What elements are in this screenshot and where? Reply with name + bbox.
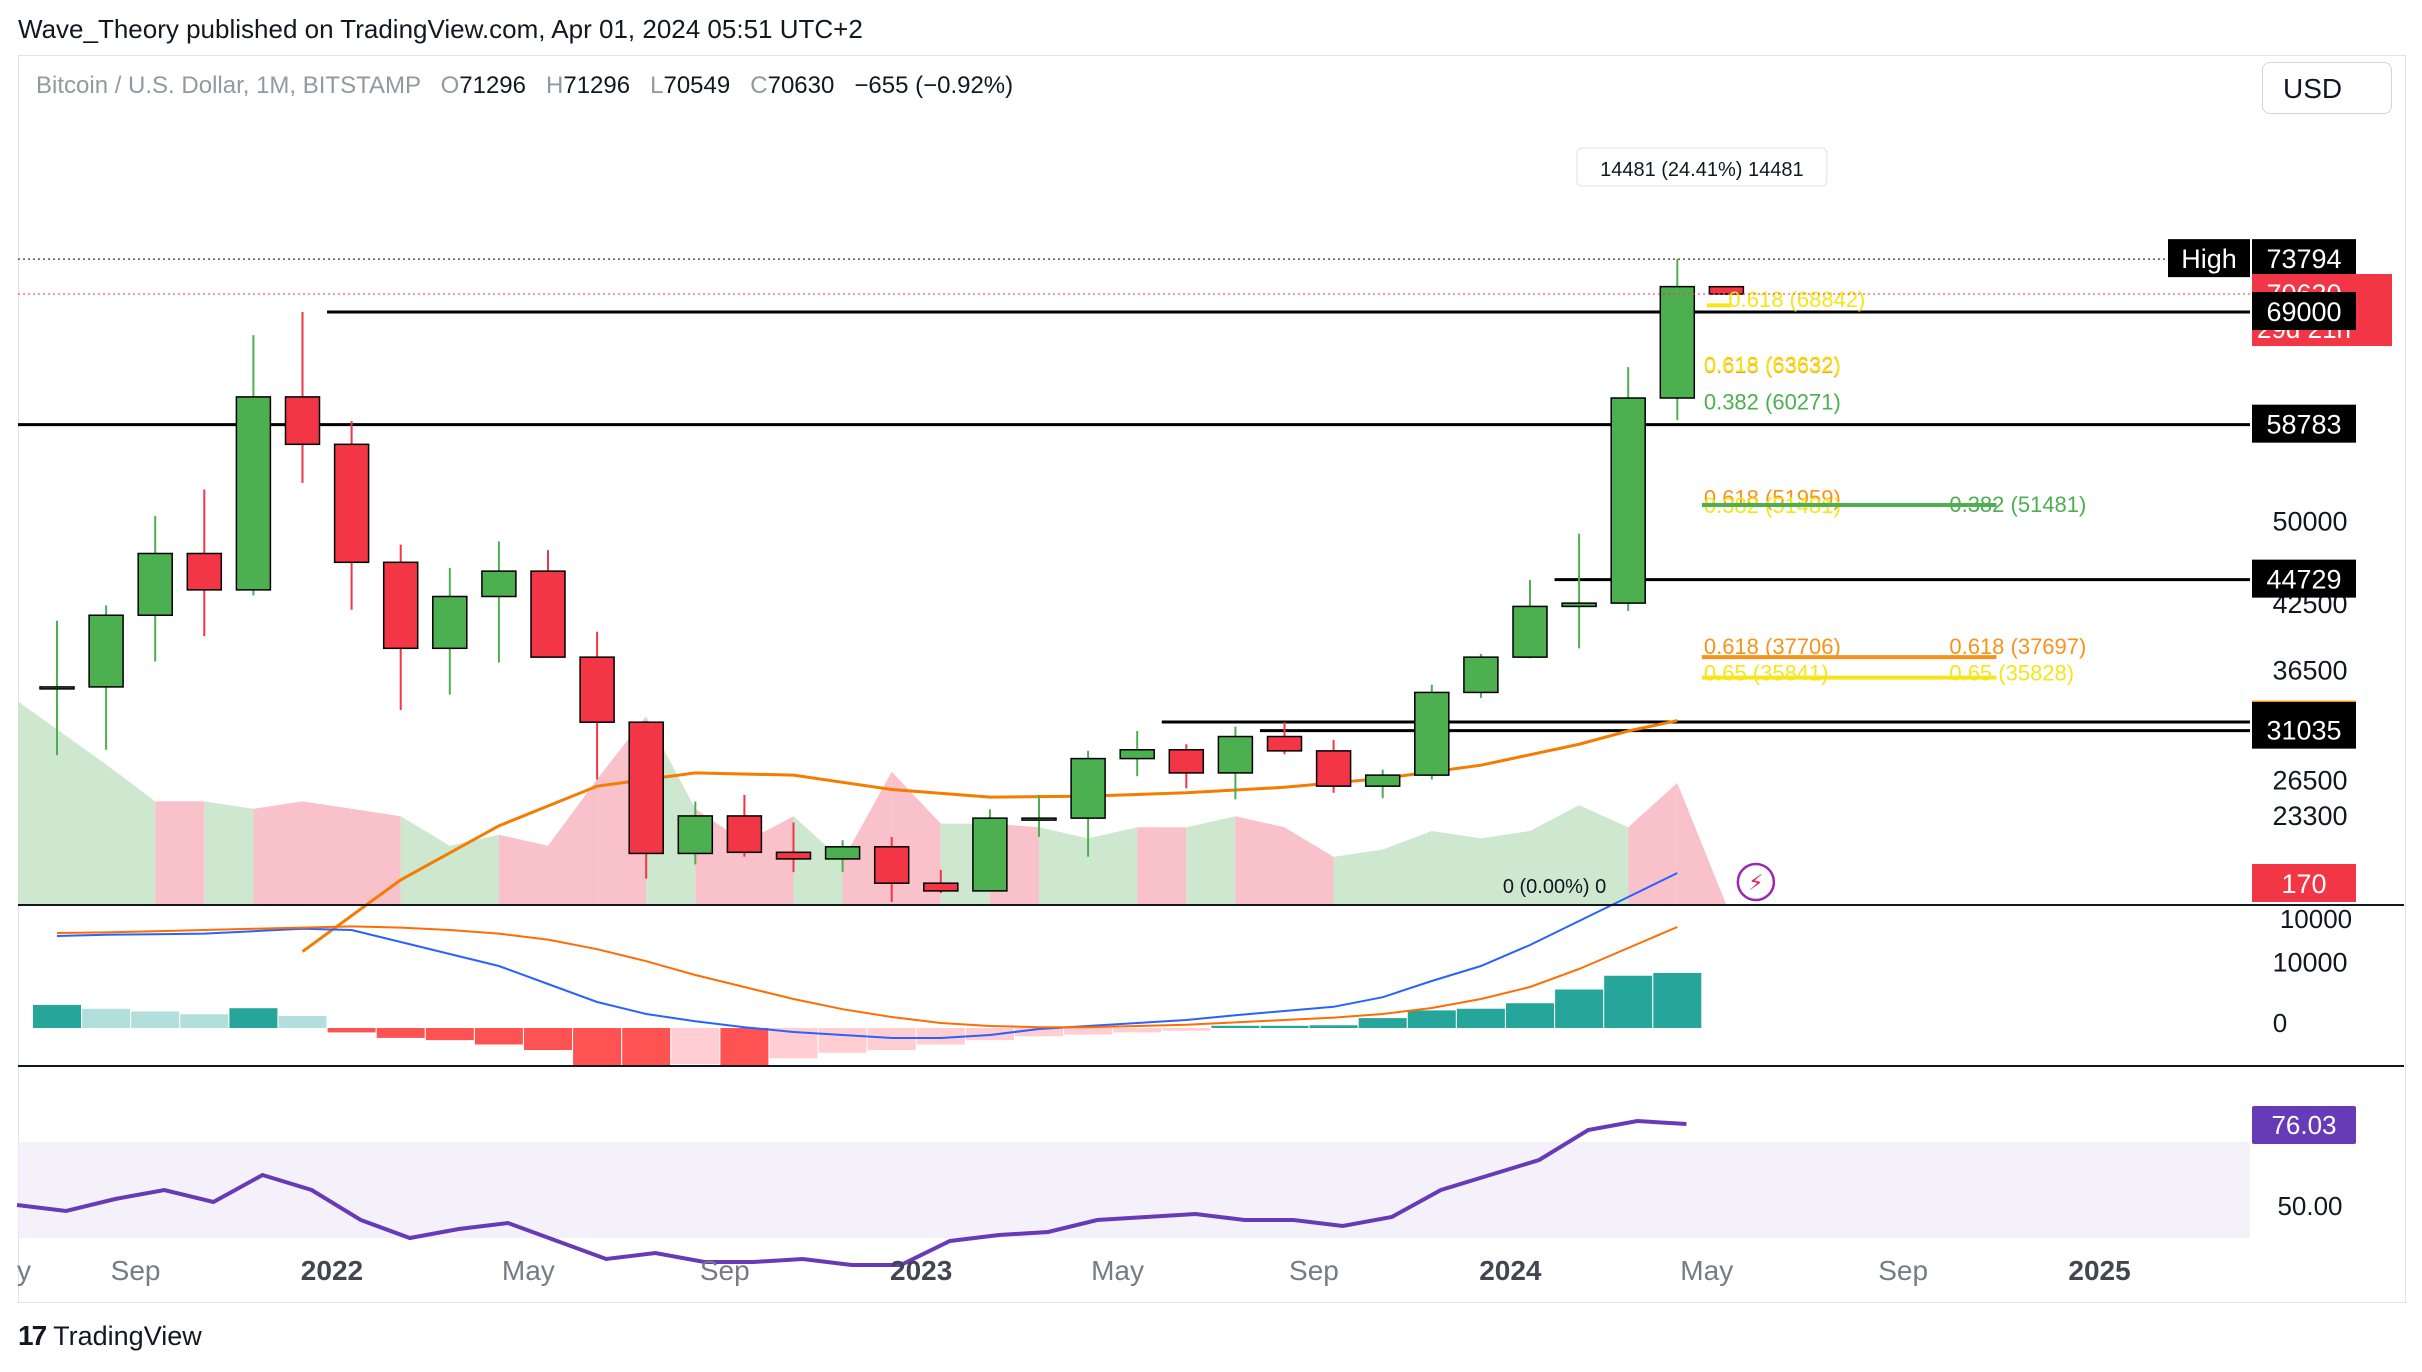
publisher-line: Wave_Theory published on TradingView.com… xyxy=(18,14,863,44)
brand-name: TradingView xyxy=(53,1320,202,1351)
open-label: O xyxy=(440,72,460,99)
close-value: 70630 xyxy=(767,72,835,99)
chart-frame xyxy=(18,55,2406,1303)
tradingview-logo-icon: 17 xyxy=(18,1320,47,1351)
symbol-legend: Bitcoin / U.S. Dollar, 1M, BITSTAMP O712… xyxy=(36,72,1013,100)
high-label: H xyxy=(546,72,564,99)
symbol-name: Bitcoin / U.S. Dollar, 1M, BITSTAMP xyxy=(36,72,421,99)
low-label: L xyxy=(650,72,664,99)
tradingview-footer: 17 TradingView xyxy=(18,1320,202,1352)
currency-selector[interactable]: USD xyxy=(2262,62,2392,114)
open-value: 71296 xyxy=(459,72,526,99)
change-value: −655 (−0.92%) xyxy=(854,72,1014,99)
low-value: 70549 xyxy=(663,72,731,99)
close-label: C xyxy=(750,72,768,99)
high-value: 71296 xyxy=(563,72,631,99)
